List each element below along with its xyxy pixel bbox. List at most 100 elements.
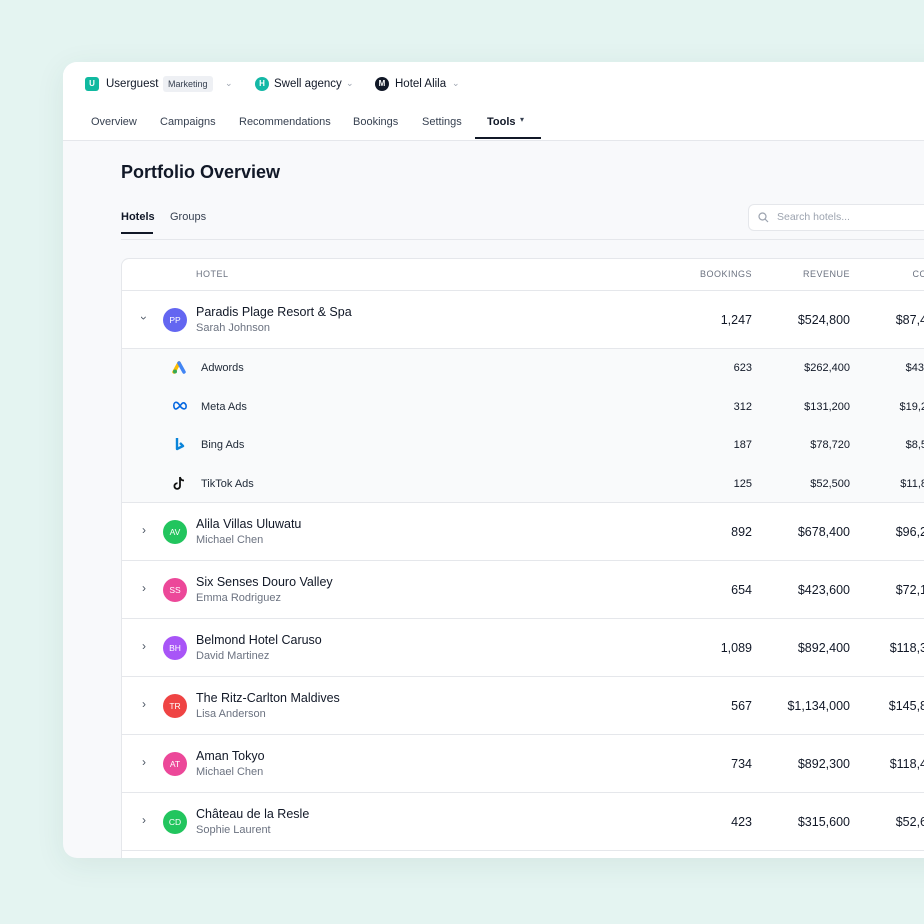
bookings: 734 [731,757,752,771]
revenue: $78,720 [810,439,850,451]
manager-name: Michael Chen [196,766,264,778]
divider [121,239,924,240]
workspace-icon: U [85,77,99,91]
hotel-name[interactable]: Six Senses Douro Valley [196,575,333,589]
manager-name: David Martinez [196,650,270,662]
channel-icon [172,476,188,495]
bookings: 1,247 [720,313,752,327]
nav-tab[interactable]: Settings [422,116,462,128]
channel-icon [172,399,188,418]
bookings: 654 [731,583,752,597]
nav-tab[interactable]: Campaigns [160,116,216,128]
divider [122,734,924,735]
cost: $118,3 [889,641,924,655]
divider [122,676,924,677]
chevron: ▾ [520,115,525,124]
bookings: 567 [731,699,752,713]
bookings: 187 [733,439,752,451]
chevron[interactable]: ⌄ [225,78,233,88]
hotel-name[interactable]: Château de la Resle [196,807,310,821]
cost: $118,4 [889,757,924,771]
expand-toggle[interactable]: › [142,639,146,653]
hotel-name[interactable]: Belmond Hotel Caruso [196,633,322,647]
revenue: $131,200 [804,400,850,413]
expand-toggle[interactable]: › [142,523,146,537]
revenue: $678,400 [797,525,850,539]
cost: $19,2 [899,400,924,413]
sub-tab-active[interactable]: Hotels [121,211,155,223]
app-window: U Userguest Marketing ⌄ H Swell agency ⌄… [63,62,924,858]
expand-toggle[interactable]: › [142,581,146,595]
hotel-name[interactable]: Alila Villas Uluwatu [196,517,302,531]
channel-name: Meta Ads [201,400,247,413]
revenue: $315,600 [797,815,850,829]
divider [122,618,924,619]
cost: $8,5 [905,439,924,451]
agency-name[interactable]: Swell agency [274,78,342,90]
revenue: $262,400 [804,362,850,374]
expand-toggle[interactable]: › [137,316,151,320]
manager-name: Emma Rodriguez [196,592,281,604]
search-box[interactable]: Search hotels... [748,204,924,231]
column-header: HOTEL [196,269,229,279]
hotel-table: HOTEL BOOKINGS REVENUE CO › PP Paradis Plage R… [121,258,924,858]
divider [122,792,924,793]
hotel-icon: M [375,77,389,91]
avatar: SS [163,578,187,602]
revenue: $52,500 [810,477,850,490]
avatar: BH [163,636,187,660]
cost: $87,4 [895,313,924,327]
top-bar: U Userguest Marketing ⌄ H Swell agency ⌄… [63,62,924,141]
column-header: REVENUE [802,269,850,279]
divider [122,348,924,349]
channel-icon [172,360,188,379]
bookings: 1,089 [720,641,752,655]
revenue: $892,400 [797,641,850,655]
chevron[interactable]: ⌄ [452,78,460,88]
nav-tab[interactable]: Recommendations [239,116,331,128]
cost: $43, [905,362,924,374]
channel-name: Bing Ads [201,439,245,451]
hotel-name[interactable]: Aman Tokyo [196,749,265,763]
channel-name: TikTok Ads [201,477,254,490]
divider [122,850,924,851]
nav-tab[interactable]: Overview [91,116,137,128]
channel-group [122,349,924,503]
cost: $145,8 [888,699,924,713]
nav-tab-active[interactable]: Tools [487,116,516,128]
expand-toggle[interactable]: › [142,697,146,711]
revenue: $1,134,000 [787,699,850,713]
manager-name: Sarah Johnson [196,322,270,334]
revenue: $423,600 [797,583,850,597]
workspace-name[interactable]: Userguest [106,78,159,90]
search-placeholder: Search hotels... [777,211,850,223]
revenue: $892,300 [797,757,850,771]
cost: $96,2 [895,525,924,539]
bookings: 623 [733,362,752,374]
avatar: PP [163,308,187,332]
bookings: 125 [733,477,752,490]
hotel-name[interactable]: The Ritz-Carlton Maldives [196,691,340,705]
avatar: CD [163,810,187,834]
avatar: AV [163,520,187,544]
search-icon [758,212,769,223]
sub-tab[interactable]: Groups [170,211,207,223]
chevron[interactable]: ⌄ [346,78,354,88]
active-underline [475,137,541,139]
column-header: CO [912,269,924,279]
channel-name: Adwords [201,362,244,374]
page-title: Portfolio Overview [121,162,281,182]
agency-icon: H [255,77,269,91]
nav-tab[interactable]: Bookings [353,116,399,128]
hotel-name[interactable]: Hotel Alila [395,78,447,90]
divider [122,502,924,503]
expand-toggle[interactable]: › [142,755,146,769]
cost: $72,1 [895,583,924,597]
cost: $11,8 [900,477,924,490]
manager-name: Lisa Anderson [196,708,266,720]
expand-toggle[interactable]: › [142,813,146,827]
avatar: AT [163,752,187,776]
hotel-name[interactable]: Paradis Plage Resort & Spa [196,305,352,319]
divider [122,560,924,561]
